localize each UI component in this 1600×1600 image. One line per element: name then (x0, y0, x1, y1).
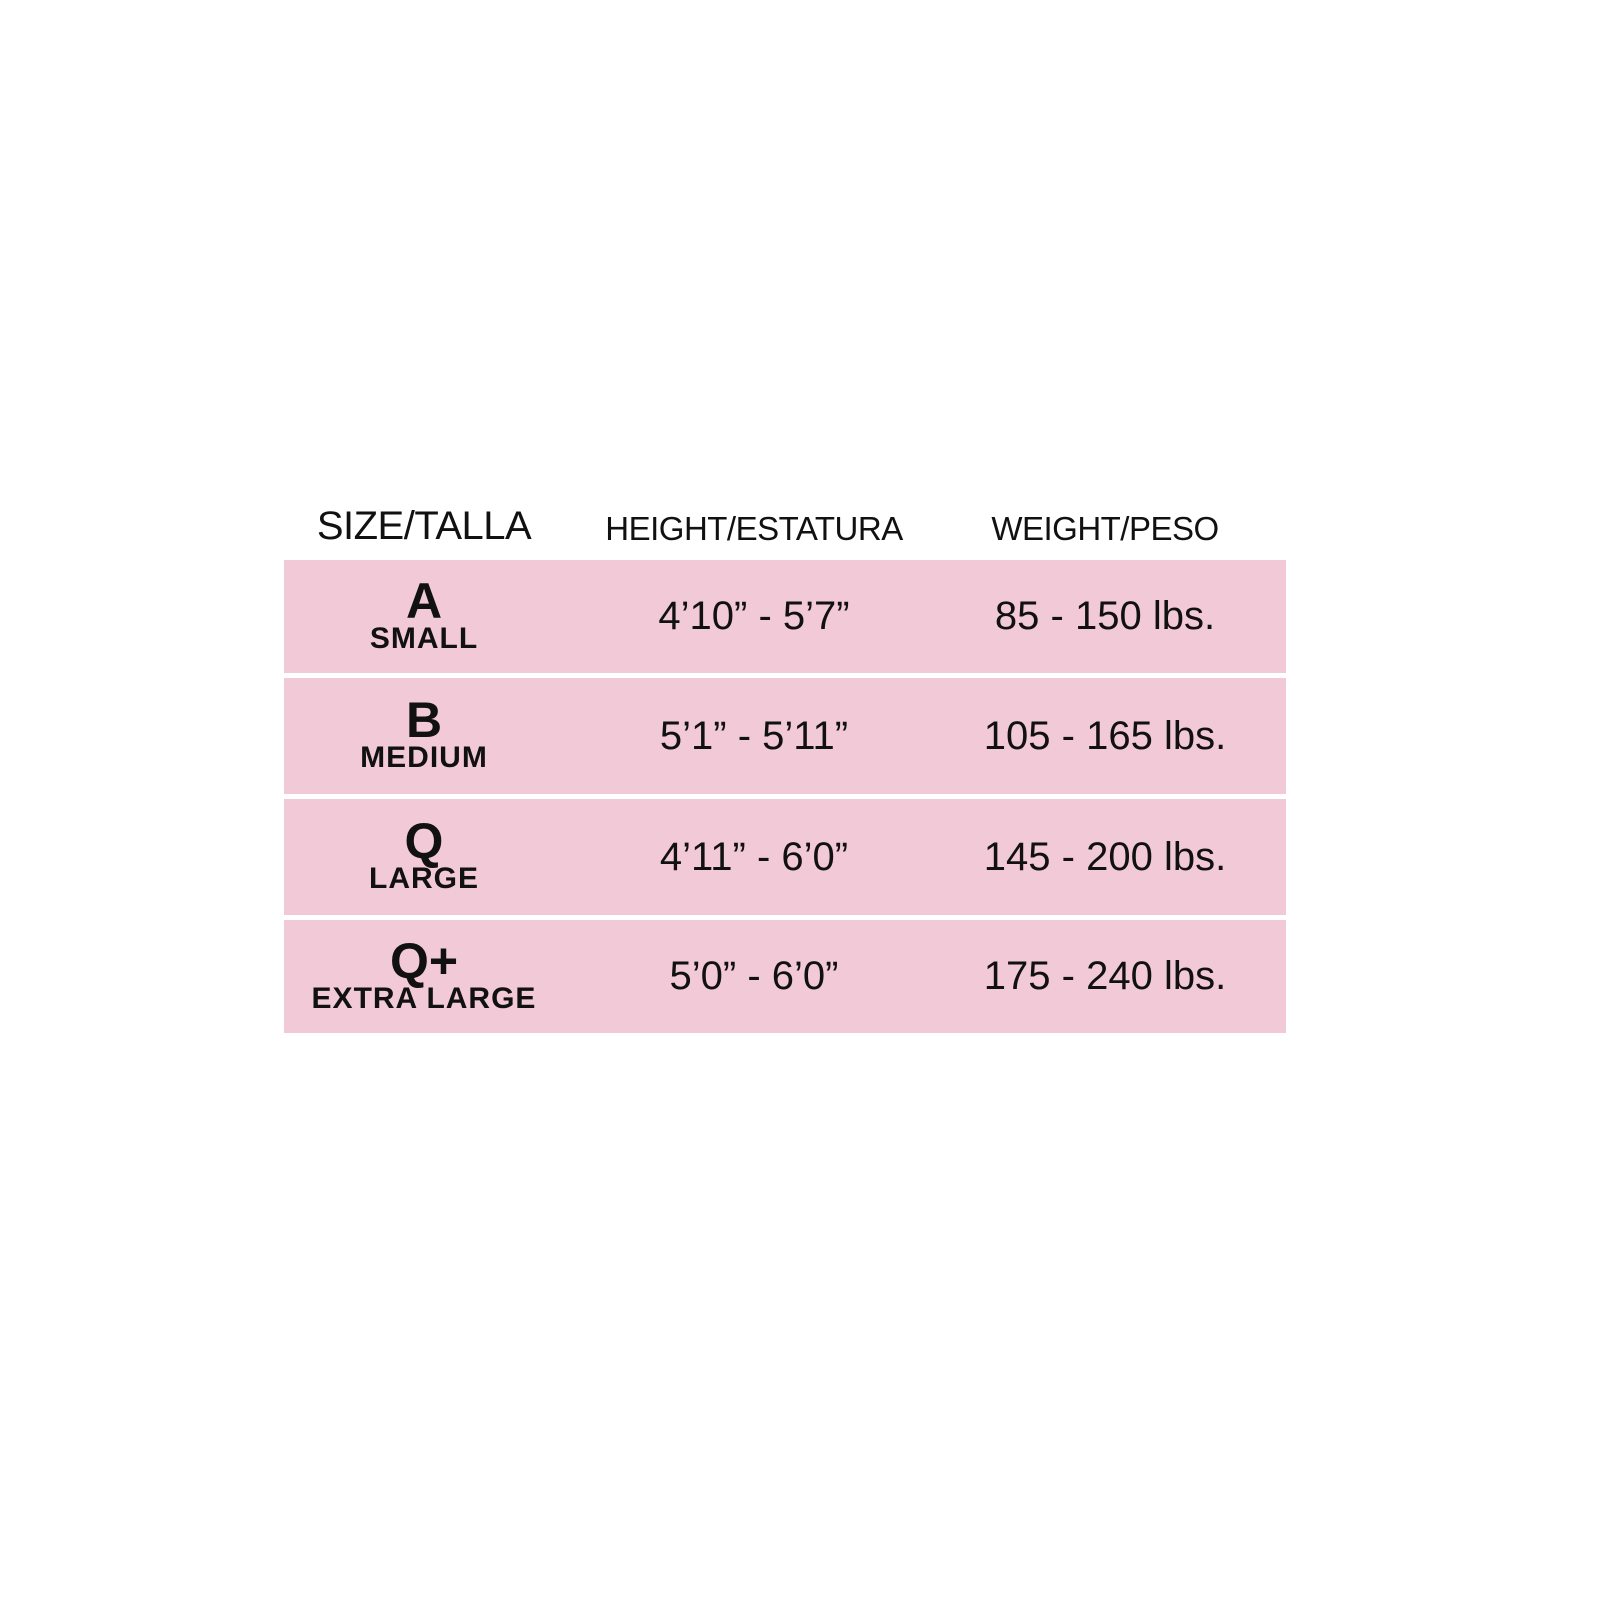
height-cell: 4’10” - 5’7” (658, 594, 850, 638)
table-header: SIZE/TALLA HEIGHT/ESTATURA WEIGHT/PESO (284, 500, 1286, 560)
header-weight: WEIGHT/PESO (991, 510, 1219, 547)
height-cell: 5’1” - 5’11” (659, 713, 849, 758)
size-code: Q+ (389, 932, 459, 989)
size-cell: Q LARGE (369, 799, 479, 915)
size-chart-table: SIZE/TALLA HEIGHT/ESTATURA WEIGHT/PESO A… (284, 500, 1286, 1038)
size-name: EXTRA LARGE (311, 981, 537, 1015)
weight-cell: 85 - 150 lbs. (994, 594, 1216, 638)
weight-cell: 145 - 200 lbs. (983, 834, 1227, 879)
table-row: B MEDIUM 5’1” - 5’11” 105 - 165 lbs. (284, 678, 1286, 794)
size-cell: Q+ EXTRA LARGE (312, 920, 537, 1033)
height-cell: 5’0” - 6’0” (669, 954, 839, 998)
size-cell: B MEDIUM (360, 678, 488, 794)
size-name: SMALL (369, 621, 479, 655)
weight-cell: 175 - 240 lbs. (983, 954, 1227, 998)
header-height: HEIGHT/ESTATURA (605, 510, 903, 547)
size-name: LARGE (369, 862, 479, 895)
size-name: MEDIUM (360, 741, 488, 774)
table-row: A SMALL 4’10” - 5’7” 85 - 150 lbs. (284, 560, 1286, 673)
height-cell: 4’11” - 6’0” (659, 834, 849, 879)
weight-cell: 105 - 165 lbs. (983, 713, 1227, 758)
size-cell: A SMALL (370, 560, 478, 673)
table-row: Q LARGE 4’11” - 6’0” 145 - 200 lbs. (284, 799, 1286, 915)
size-code: Q (404, 813, 444, 869)
size-code: A (405, 572, 443, 629)
table-row: Q+ EXTRA LARGE 5’0” - 6’0” 175 - 240 lbs… (284, 920, 1286, 1033)
size-code: B (405, 692, 443, 748)
header-size: SIZE/TALLA (316, 504, 532, 548)
